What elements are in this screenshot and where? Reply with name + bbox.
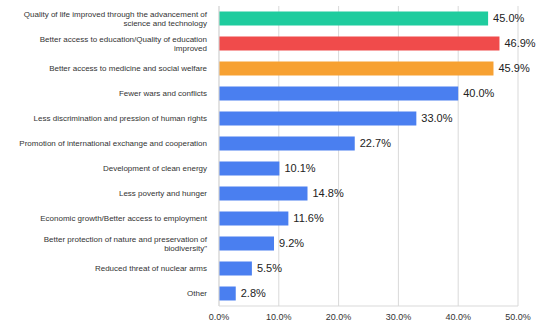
svg-text:2.8%: 2.8% (241, 287, 266, 299)
svg-text:Other: Other (187, 289, 207, 298)
svg-text:14.8%: 14.8% (313, 187, 344, 199)
svg-text:20.0%: 20.0% (326, 312, 352, 322)
svg-text:Less discrimination and pressi: Less discrimination and pression of huma… (34, 114, 207, 123)
svg-text:40.0%: 40.0% (463, 87, 494, 99)
svg-text:0.0%: 0.0% (209, 312, 230, 322)
svg-text:30.0%: 30.0% (386, 312, 412, 322)
svg-text:Development of clean energy: Development of clean energy (103, 164, 207, 173)
svg-text:45.0%: 45.0% (493, 12, 524, 24)
svg-text:22.7%: 22.7% (360, 137, 391, 149)
svg-text:40.0%: 40.0% (445, 312, 471, 322)
svg-text:50.0%: 50.0% (505, 312, 531, 322)
svg-text:9.2%: 9.2% (279, 237, 304, 249)
svg-text:Promotion of international exc: Promotion of international exchange and … (19, 139, 207, 148)
svg-text:33.0%: 33.0% (421, 112, 452, 124)
svg-text:10.1%: 10.1% (284, 162, 315, 174)
svg-text:Less poverty and hunger: Less poverty and hunger (119, 189, 207, 198)
svg-text:46.9%: 46.9% (504, 37, 535, 49)
svg-text:Better protection of nature an: Better protection of nature and preserva… (44, 235, 208, 253)
svg-text:45.9%: 45.9% (498, 62, 529, 74)
svg-text:Fewer wars and conflicts: Fewer wars and conflicts (119, 89, 207, 98)
svg-text:Better access to education/Qua: Better access to education/Quality of ed… (40, 35, 207, 53)
svg-text:11.6%: 11.6% (293, 212, 324, 224)
svg-text:10.0%: 10.0% (266, 312, 292, 322)
svg-text:Better access to medicine and: Better access to medicine and social wel… (49, 64, 207, 73)
svg-text:Economic growth/Better access: Economic growth/Better access to employm… (40, 214, 208, 223)
svg-text:5.5%: 5.5% (257, 262, 282, 274)
svg-text:Reduced threat of nuclear arms: Reduced threat of nuclear arms (95, 264, 207, 273)
svg-text:Quality of life improved throu: Quality of life improved through the adv… (24, 10, 208, 28)
